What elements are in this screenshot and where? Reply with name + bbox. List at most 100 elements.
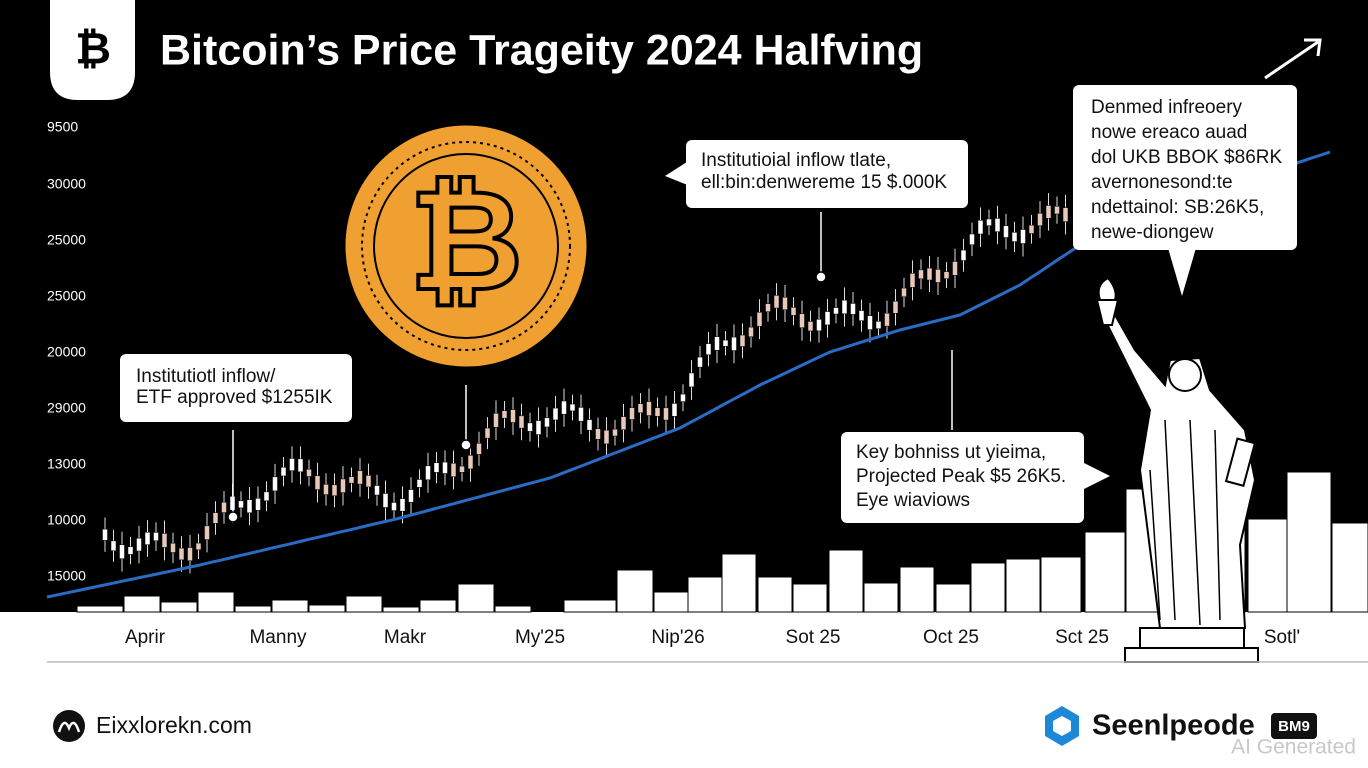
y-label: 13000 bbox=[47, 456, 86, 472]
candle bbox=[909, 273, 916, 288]
candle bbox=[365, 475, 372, 488]
callout-line: Institutioial inflow tlate, bbox=[701, 150, 891, 171]
candle bbox=[161, 533, 168, 548]
callout-line: ndettainol: SB:26K5, bbox=[1091, 197, 1264, 218]
candle bbox=[603, 429, 610, 445]
candle bbox=[1028, 224, 1035, 234]
candle bbox=[136, 537, 142, 552]
candle bbox=[391, 502, 397, 511]
brand-logo-inner bbox=[1053, 716, 1071, 736]
volume-bar bbox=[616, 569, 654, 613]
candle bbox=[816, 319, 822, 332]
candle bbox=[263, 491, 270, 502]
candle bbox=[178, 547, 185, 561]
volume-bar bbox=[828, 549, 864, 613]
candle bbox=[688, 372, 695, 388]
y-label: 9500 bbox=[47, 119, 78, 135]
candle bbox=[510, 409, 516, 423]
callout-line: dol UKB BBOK $86RK bbox=[1091, 147, 1282, 168]
candle bbox=[952, 261, 958, 276]
candle bbox=[238, 500, 244, 509]
volume-bar bbox=[1331, 522, 1368, 613]
candle bbox=[756, 312, 763, 327]
candle bbox=[697, 356, 703, 368]
axis-labels: 9500 30000 25000 25000 20000 29000 13000 10000 1… bbox=[47, 119, 1300, 648]
volume-bar bbox=[563, 599, 617, 613]
volume-bar bbox=[271, 599, 309, 613]
candle bbox=[459, 465, 465, 473]
volume-bar bbox=[970, 562, 1006, 613]
candle bbox=[586, 419, 593, 431]
candle bbox=[663, 407, 669, 421]
candle bbox=[535, 420, 542, 435]
brand: Seenlpeode bbox=[1092, 710, 1255, 742]
candle bbox=[892, 300, 899, 314]
callouts: Institutiotl inflow/ETF approved $1255IK… bbox=[136, 97, 1282, 511]
candle bbox=[646, 401, 652, 416]
candle bbox=[739, 334, 746, 347]
volume-bar bbox=[197, 591, 235, 613]
candle bbox=[680, 393, 686, 402]
candle bbox=[994, 218, 1001, 232]
x-label: Nip'26 bbox=[651, 627, 704, 648]
y-label: 20000 bbox=[47, 344, 86, 360]
candle bbox=[493, 413, 499, 428]
candle bbox=[637, 403, 644, 414]
candle bbox=[221, 501, 227, 513]
candle bbox=[595, 428, 601, 440]
volume-bar bbox=[308, 604, 346, 613]
candle bbox=[170, 542, 176, 553]
candle bbox=[467, 455, 474, 470]
candle bbox=[875, 321, 882, 329]
candles bbox=[102, 193, 1069, 574]
candle bbox=[1045, 205, 1052, 219]
y-label: 25000 bbox=[47, 288, 86, 304]
candle bbox=[119, 544, 125, 559]
volume-bar bbox=[382, 606, 420, 613]
callout-line: Projected Peak $5 26K5. bbox=[856, 466, 1066, 487]
callout-line: nowe ereaco auad bbox=[1091, 122, 1247, 143]
x-label: My'25 bbox=[515, 627, 565, 648]
candle bbox=[297, 458, 304, 473]
x-label: Oct 25 bbox=[923, 627, 979, 648]
candle bbox=[569, 403, 576, 412]
candle bbox=[340, 478, 346, 493]
candle bbox=[833, 307, 839, 315]
candle bbox=[212, 512, 219, 524]
candle bbox=[867, 315, 873, 330]
candle bbox=[799, 313, 805, 328]
candle bbox=[110, 540, 117, 552]
candle bbox=[382, 493, 389, 508]
candle bbox=[306, 468, 312, 477]
x-label: Sct 25 bbox=[1055, 627, 1109, 648]
candle bbox=[450, 463, 457, 477]
candle bbox=[357, 470, 363, 485]
statue bbox=[1095, 276, 1259, 663]
candle bbox=[1020, 229, 1026, 244]
candle bbox=[425, 465, 431, 481]
candle bbox=[433, 462, 440, 473]
candle bbox=[858, 310, 865, 321]
x-label: Makr bbox=[384, 627, 427, 648]
candle bbox=[552, 407, 559, 421]
candle bbox=[408, 489, 414, 503]
candle bbox=[518, 415, 525, 429]
logo-icon: ₿ bbox=[75, 25, 111, 74]
candle bbox=[1062, 207, 1069, 222]
candle bbox=[348, 476, 355, 484]
volume-bar bbox=[653, 591, 689, 613]
candle bbox=[153, 532, 159, 541]
candle bbox=[195, 542, 202, 551]
volume-bar bbox=[123, 595, 161, 613]
candle bbox=[544, 417, 550, 428]
callout-line: ETF approved $1255IK bbox=[136, 387, 333, 408]
callout-line: ell:bin:denwereme 15 $.000K bbox=[701, 172, 947, 193]
site: Eixxlorekn.com bbox=[96, 712, 252, 738]
candle bbox=[527, 422, 533, 432]
x-label: Manny bbox=[249, 627, 307, 648]
candle bbox=[654, 407, 661, 417]
volume-bar bbox=[863, 582, 899, 613]
candle bbox=[578, 407, 584, 422]
candle bbox=[331, 484, 338, 496]
